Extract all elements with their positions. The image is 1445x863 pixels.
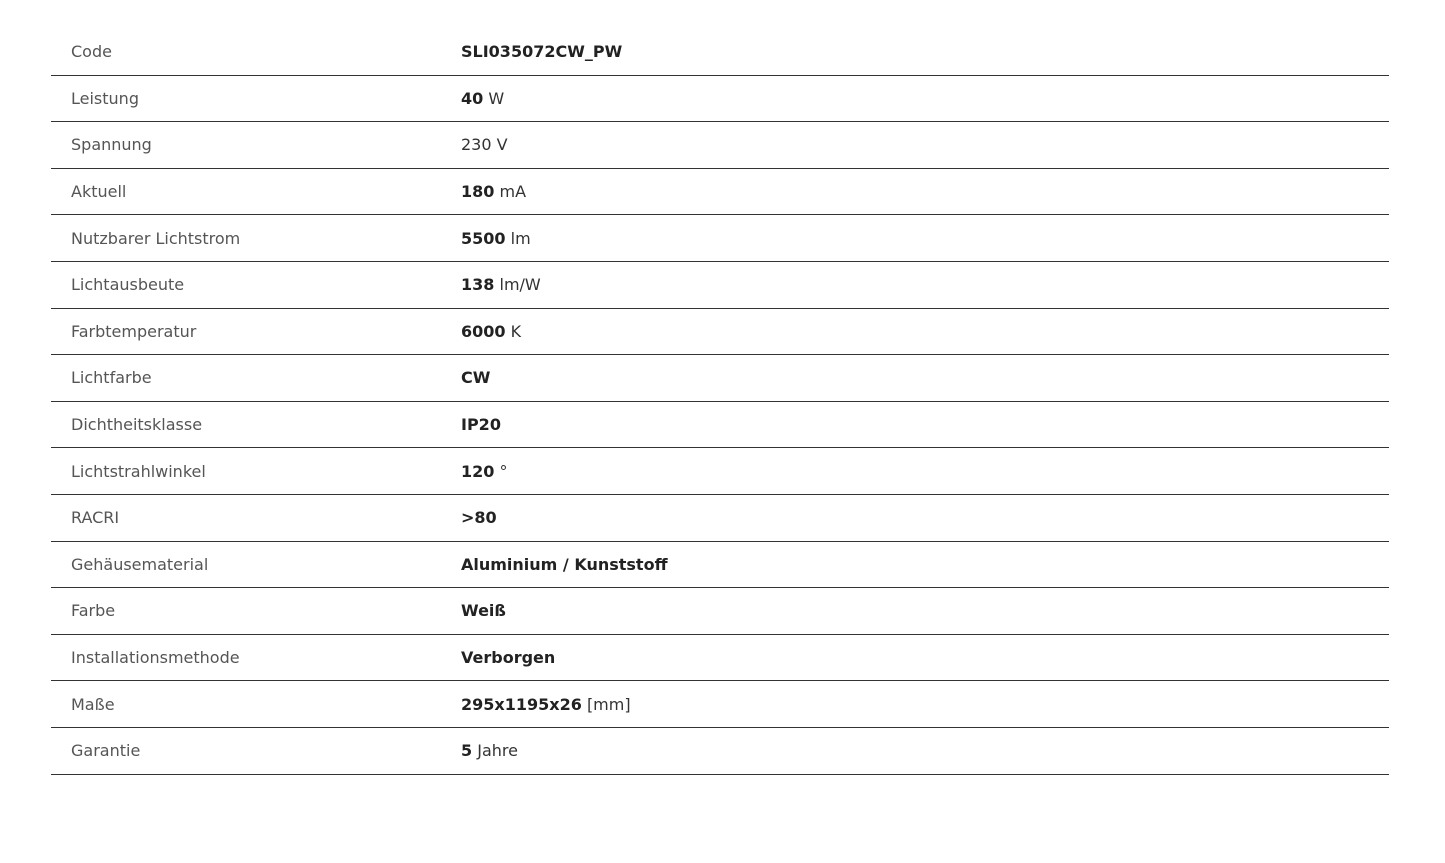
- spec-value-main: 138: [461, 275, 495, 295]
- spec-unit: [mm]: [586, 694, 631, 714]
- spec-value-main: CW: [461, 368, 491, 388]
- spec-label: Aktuell: [71, 182, 127, 202]
- spec-value-main: >80: [461, 508, 497, 528]
- spec-value-main: 120: [461, 461, 495, 481]
- spec-value: 120 °: [461, 462, 508, 481]
- spec-row: Gehäusematerial Aluminium / Kunststoff: [51, 542, 1389, 589]
- spec-value-main: 5: [461, 741, 473, 761]
- spec-value-main: 295x1195x26: [461, 694, 582, 714]
- spec-value-main: IP20: [461, 415, 501, 435]
- spec-label: Dichtheitsklasse: [71, 415, 203, 435]
- spec-unit: mA: [499, 182, 527, 202]
- spec-value: 40 W: [461, 89, 504, 108]
- spec-label: Maße: [71, 694, 115, 714]
- spec-value-main: 40: [461, 88, 484, 108]
- spec-value: >80: [461, 508, 497, 527]
- spec-value: SLI035072CW_PW: [461, 42, 622, 61]
- spec-row: Farbe Weiß: [51, 588, 1389, 635]
- spec-row: RACRI >80: [51, 495, 1389, 542]
- spec-unit: Jahre: [477, 741, 518, 761]
- spec-row: Leistung 40 W: [51, 76, 1389, 123]
- spec-label: Code: [71, 42, 112, 62]
- spec-label: Farbtemperatur: [71, 321, 197, 341]
- spec-label: Lichtfarbe: [71, 368, 152, 388]
- spec-row: Spannung 230 V: [51, 122, 1389, 169]
- spec-value-main: Aluminium / Kunststoff: [461, 554, 668, 574]
- spec-unit: lm: [510, 228, 531, 248]
- spec-label: Gehäusematerial: [71, 554, 209, 574]
- spec-value-main: 6000: [461, 321, 506, 341]
- spec-label: Nutzbarer Lichtstrom: [71, 228, 241, 248]
- spec-value: 138 lm/W: [461, 275, 541, 294]
- spec-unit: W: [488, 88, 505, 108]
- spec-value-main: SLI035072CW_PW: [461, 42, 623, 62]
- spec-row: Aktuell 180 mA: [51, 169, 1389, 216]
- spec-row: Lichtausbeute 138 lm/W: [51, 262, 1389, 309]
- spec-value: 230 V: [461, 135, 508, 154]
- spec-label: Spannung: [71, 135, 152, 155]
- spec-row: Garantie 5 Jahre: [51, 728, 1389, 775]
- spec-row: Maße 295x1195x26 [mm]: [51, 681, 1389, 728]
- spec-row: Code SLI035072CW_PW: [51, 29, 1389, 76]
- spec-value-main: Verborgen: [461, 648, 556, 668]
- spec-value: Verborgen: [461, 648, 555, 667]
- spec-row: Farbtemperatur 6000 K: [51, 309, 1389, 356]
- spec-value: 180 mA: [461, 182, 526, 201]
- spec-value: CW: [461, 368, 490, 387]
- spec-label: RACRI: [71, 508, 120, 528]
- spec-label: Installationsmethode: [71, 648, 240, 668]
- spec-row: Nutzbarer Lichtstrom 5500 lm: [51, 215, 1389, 262]
- spec-row: Lichtstrahlwinkel 120 °: [51, 448, 1389, 495]
- spec-label: Lichtstrahlwinkel: [71, 461, 206, 481]
- spec-label: Lichtausbeute: [71, 275, 185, 295]
- spec-unit: 230 V: [461, 135, 508, 155]
- spec-value: 295x1195x26 [mm]: [461, 695, 631, 714]
- spec-value: IP20: [461, 415, 501, 434]
- spec-row: Installationsmethode Verborgen: [51, 635, 1389, 682]
- spec-value: Weiß: [461, 601, 506, 620]
- spec-label: Garantie: [71, 741, 141, 761]
- spec-label: Farbe: [71, 601, 116, 621]
- spec-value: 6000 K: [461, 322, 521, 341]
- spec-value-main: 5500: [461, 228, 506, 248]
- spec-unit: lm/W: [499, 275, 541, 295]
- spec-label: Leistung: [71, 88, 139, 108]
- spec-value-main: Weiß: [461, 601, 506, 621]
- spec-value: Aluminium / Kunststoff: [461, 555, 668, 574]
- specs-table: Code SLI035072CW_PW Leistung 40 W Spannung…: [51, 29, 1389, 775]
- spec-unit: K: [510, 321, 522, 341]
- spec-row: Lichtfarbe CW: [51, 355, 1389, 402]
- spec-value-main: 180: [461, 182, 495, 202]
- spec-value: 5500 lm: [461, 229, 531, 248]
- spec-value: 5 Jahre: [461, 741, 518, 760]
- spec-unit: °: [499, 461, 508, 481]
- spec-row: Dichtheitsklasse IP20: [51, 402, 1389, 449]
